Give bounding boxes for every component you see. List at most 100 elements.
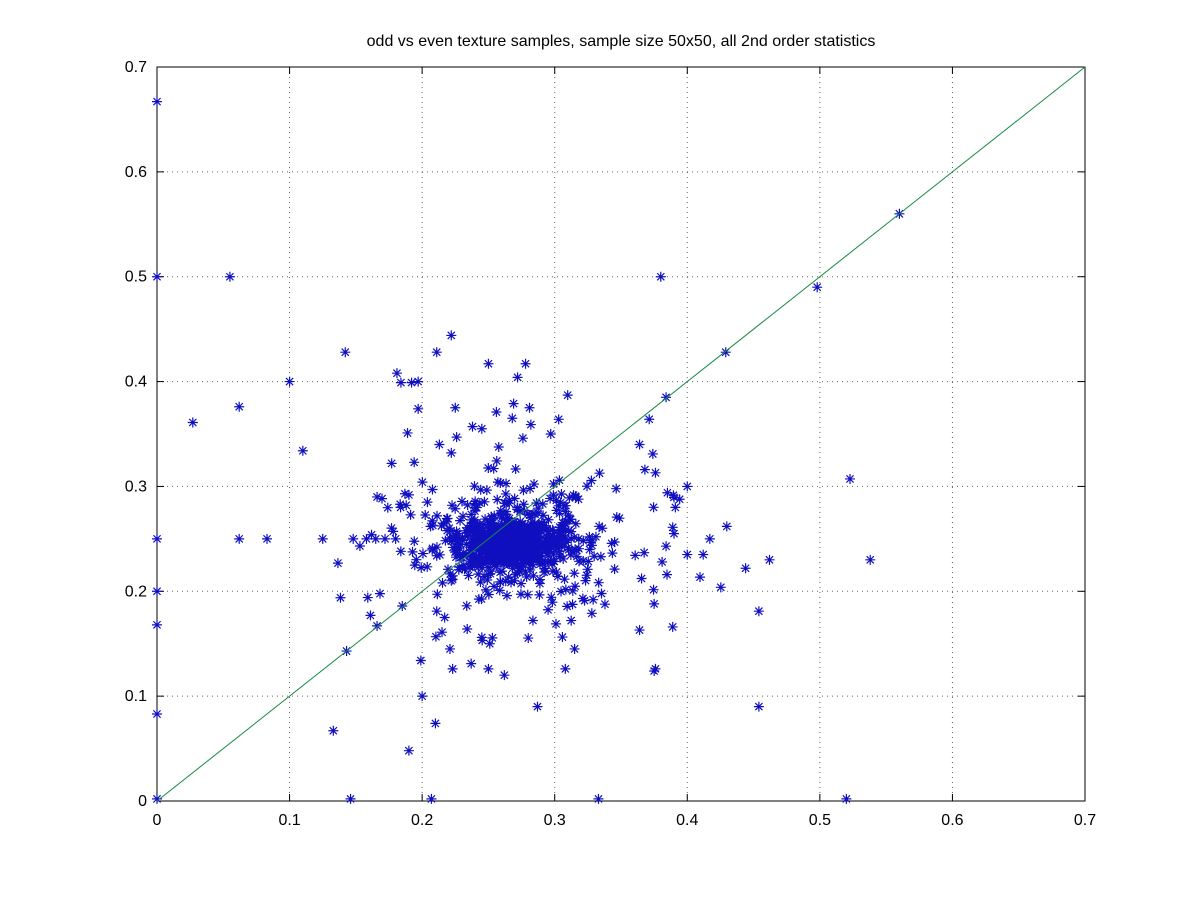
scatter-point bbox=[740, 563, 751, 574]
scatter-point bbox=[493, 550, 504, 561]
scatter-point bbox=[515, 521, 526, 532]
scatter-point bbox=[661, 541, 672, 552]
scatter-point bbox=[542, 532, 553, 543]
scatter-point bbox=[409, 536, 420, 547]
scatter-point bbox=[187, 417, 198, 428]
scatter-point bbox=[510, 463, 521, 474]
scatter-point bbox=[430, 631, 441, 642]
scatter-point bbox=[552, 571, 563, 582]
scatter-point bbox=[501, 590, 512, 601]
scatter-point bbox=[544, 541, 555, 552]
scatter-point bbox=[865, 554, 876, 565]
scatter-point bbox=[372, 491, 383, 502]
scatter-point bbox=[450, 402, 461, 413]
scatter-point bbox=[527, 545, 538, 556]
scatter-point bbox=[466, 551, 477, 562]
scatter-point bbox=[593, 793, 604, 804]
y-tick-label: 0.2 bbox=[125, 583, 147, 600]
scatter-point bbox=[525, 541, 536, 552]
scatter-point bbox=[674, 494, 685, 505]
scatter-point bbox=[354, 540, 365, 551]
scatter-point bbox=[495, 477, 506, 488]
scatter-point bbox=[487, 555, 498, 566]
scatter-point bbox=[456, 496, 467, 507]
scatter-point bbox=[459, 564, 470, 575]
scatter-point bbox=[451, 432, 462, 443]
scatter-point bbox=[647, 448, 658, 459]
scatter-point bbox=[469, 498, 480, 509]
scatter-point bbox=[469, 541, 480, 552]
scatter-point bbox=[515, 560, 526, 571]
scatter-point bbox=[516, 578, 527, 589]
scatter-point bbox=[431, 542, 442, 553]
plot-box bbox=[156, 66, 1086, 802]
x-tick-label: 0.2 bbox=[411, 812, 433, 829]
scatter-point bbox=[551, 495, 562, 506]
scatter-point bbox=[513, 539, 524, 550]
scatter-point bbox=[466, 509, 477, 520]
scatter-point bbox=[569, 532, 580, 543]
scatter-point bbox=[501, 506, 512, 517]
scatter-point bbox=[566, 526, 577, 537]
scatter-point bbox=[467, 421, 478, 432]
scatter-point bbox=[417, 691, 428, 702]
scatter-point bbox=[636, 573, 647, 584]
scatter-point bbox=[476, 423, 487, 434]
scatter-point bbox=[411, 554, 422, 565]
scatter-point bbox=[447, 574, 458, 585]
scatter-point bbox=[563, 542, 574, 553]
scatter-point bbox=[682, 481, 693, 492]
scatter-point bbox=[475, 577, 486, 588]
scatter-point bbox=[509, 575, 520, 586]
y-tick-label: 0.7 bbox=[125, 59, 147, 76]
scatter-point bbox=[465, 545, 476, 556]
scatter-point bbox=[536, 519, 547, 530]
scatter-point bbox=[366, 529, 377, 540]
scatter-point bbox=[547, 530, 558, 541]
scatter-point bbox=[445, 568, 456, 579]
scatter-point bbox=[559, 500, 570, 511]
scatter-point bbox=[523, 540, 534, 551]
scatter-point bbox=[534, 578, 545, 589]
scatter-point bbox=[416, 562, 427, 573]
scatter-point bbox=[667, 522, 678, 533]
scatter-point bbox=[520, 537, 531, 548]
scatter-point bbox=[483, 358, 494, 369]
scatter-point bbox=[490, 542, 501, 553]
scatter-point bbox=[543, 514, 554, 525]
scatter-point bbox=[520, 567, 531, 578]
scatter-point bbox=[485, 568, 496, 579]
scatter-point bbox=[482, 574, 493, 585]
scatter-point bbox=[567, 599, 578, 610]
scatter-point bbox=[502, 512, 513, 523]
scatter-point bbox=[569, 643, 580, 654]
scatter-point bbox=[588, 594, 599, 605]
scatter-point bbox=[569, 568, 580, 579]
scatter-point bbox=[507, 529, 518, 540]
scatter-point bbox=[537, 498, 548, 509]
scatter-point bbox=[492, 494, 503, 505]
scatter-point bbox=[471, 550, 482, 561]
y-tick-label: 0.4 bbox=[125, 374, 147, 391]
scatter-point bbox=[420, 510, 431, 520]
scatter-point bbox=[570, 518, 581, 529]
scatter-point bbox=[372, 620, 383, 631]
scatter-point bbox=[362, 592, 373, 603]
scatter-point bbox=[583, 556, 594, 567]
scatter-point bbox=[563, 525, 574, 536]
scatter-point bbox=[284, 376, 295, 387]
scatter-point bbox=[521, 558, 532, 569]
scatter-point bbox=[554, 522, 565, 533]
scatter-point bbox=[495, 576, 506, 587]
scatter-point bbox=[545, 525, 556, 536]
scatter-point bbox=[565, 550, 576, 561]
scatter-point bbox=[370, 533, 381, 544]
scatter-point bbox=[514, 566, 525, 577]
scatter-point bbox=[587, 534, 598, 545]
scatter-point bbox=[523, 547, 534, 558]
scatter-point bbox=[657, 556, 668, 567]
scatter-point bbox=[573, 543, 584, 554]
scatter-point bbox=[506, 577, 517, 588]
scatter-point bbox=[450, 545, 461, 556]
scatter-point bbox=[391, 368, 402, 379]
